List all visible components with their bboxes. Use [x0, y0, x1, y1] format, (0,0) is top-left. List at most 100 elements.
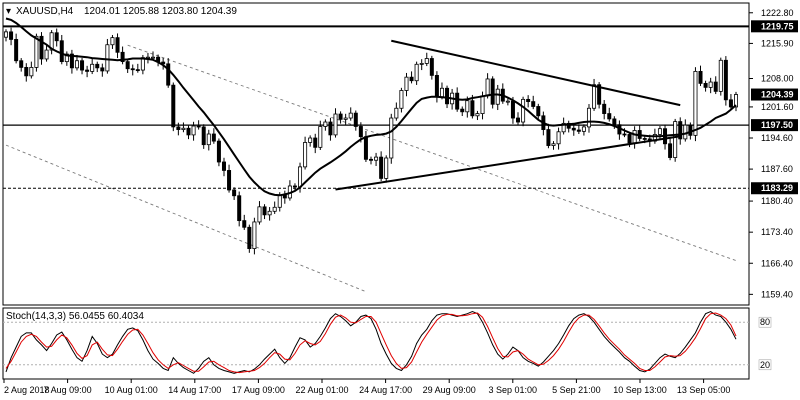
candle-body: [34, 35, 39, 68]
candle-body: [358, 126, 363, 138]
candle-body: [536, 106, 541, 117]
candle-body: [510, 100, 515, 119]
candle-body: [581, 126, 586, 132]
candle-body: [125, 61, 130, 70]
candle-body: [470, 100, 475, 117]
ohlc-values: 1204.01 1205.88 1203.80 1204.39: [84, 6, 237, 17]
channel-trendline: [5, 144, 367, 293]
candle-body: [693, 70, 698, 136]
level-tag: [751, 20, 798, 33]
candle-body: [516, 117, 521, 123]
candle-body: [232, 189, 237, 197]
candle-body: [678, 121, 683, 140]
candle-body: [455, 92, 460, 110]
level-tag-label: 1197.50: [761, 120, 793, 130]
candle-body: [642, 138, 647, 140]
candle-body: [181, 127, 186, 130]
level-tag-label: 1204.39: [761, 90, 794, 100]
candle-body: [384, 157, 389, 179]
candle-body: [24, 66, 29, 77]
candle-body: [277, 194, 282, 208]
candle-body: [161, 61, 166, 65]
candle-body: [363, 136, 368, 160]
candle-body: [196, 125, 201, 128]
level-tag: [751, 88, 798, 101]
price-tick-label: 1208.00: [761, 74, 794, 84]
candle-body: [318, 126, 323, 148]
main-panel: 1222.80 1215.90 1208.00 1201.60 1194.60 1187.…: [2, 2, 798, 306]
stochastic-panel-frame: [2, 307, 750, 380]
price-tick-label: 1180.40: [761, 196, 793, 206]
candle-body: [673, 121, 678, 158]
candle-body: [505, 100, 510, 103]
candle-body: [607, 113, 612, 120]
candle-body: [734, 94, 739, 108]
candle-body: [85, 69, 90, 72]
time-tick-label: 10 Sep 13:00: [613, 385, 667, 395]
candle-body: [227, 170, 232, 191]
price-tick-label: 1187.60: [761, 164, 793, 174]
candle-body: [216, 140, 221, 163]
candle-body: [526, 98, 531, 102]
price-tick-label: 1166.40: [761, 258, 793, 268]
candle-body: [44, 49, 49, 60]
candle-body: [465, 100, 470, 113]
candle-body: [668, 143, 673, 158]
candle-body: [429, 58, 434, 76]
time-tick-label: 13 Sep 05:00: [677, 385, 731, 395]
candle-body: [171, 84, 176, 128]
candle-body: [353, 112, 358, 127]
candle-body: [242, 220, 247, 228]
candle-body: [323, 121, 328, 127]
stochastic-tick-box: [758, 359, 772, 371]
candle-body: [551, 143, 556, 146]
candle-body: [303, 142, 308, 168]
candle-body: [333, 113, 338, 136]
candle-body: [257, 206, 262, 223]
candle-body: [708, 81, 713, 88]
candle-body: [419, 63, 424, 65]
candle-body: [59, 40, 64, 63]
candle-body: [343, 117, 348, 120]
candle-body: [64, 53, 69, 63]
candle-body: [632, 130, 637, 144]
candle-body: [247, 226, 252, 249]
candle-body: [308, 137, 313, 143]
time-tick-label: 14 Aug 17:00: [168, 385, 221, 395]
candle-body: [49, 32, 54, 51]
level-tag-label: 1183.29: [761, 183, 793, 193]
time-tick-label: 22 Aug 01:00: [295, 385, 348, 395]
candle-body: [576, 129, 581, 132]
triangle-trendline: [391, 39, 681, 107]
moving-average-line: [5, 17, 737, 197]
candle-body: [267, 210, 272, 216]
candle-body: [328, 121, 333, 136]
candle-body: [602, 103, 607, 114]
level-tag-label: 1219.75: [761, 21, 794, 31]
candle-body: [211, 133, 216, 142]
chart-header: ▾ XAUUSD,H4 1204.01 1205.88 1203.80 1204…: [6, 6, 237, 17]
candle-body: [9, 31, 14, 40]
candle-body: [176, 126, 181, 130]
candle-body: [698, 70, 703, 84]
candle-body: [571, 127, 576, 131]
symbol-menu-icon[interactable]: ▾: [6, 6, 11, 17]
price-tick-label: 1194.60: [761, 133, 793, 143]
candle-body: [434, 74, 439, 98]
time-tick-label: 10 Aug 01:00: [105, 385, 158, 395]
candle-body: [399, 90, 404, 109]
candle-body: [4, 31, 9, 38]
stochastic-label: Stoch(14,3,3) 56.0455 60.4034: [6, 311, 144, 322]
stochastic-signal-line: [5, 312, 737, 374]
candle-body: [718, 59, 723, 92]
price-tick-label: 1159.40: [761, 289, 793, 299]
candle-body: [14, 39, 19, 62]
time-tick-label: 17 Aug 09:00: [232, 385, 285, 395]
candle-body: [394, 107, 399, 119]
candle-body: [69, 53, 74, 69]
candle-body: [110, 37, 115, 46]
candle-body: [409, 76, 414, 82]
candle-body: [80, 60, 85, 71]
